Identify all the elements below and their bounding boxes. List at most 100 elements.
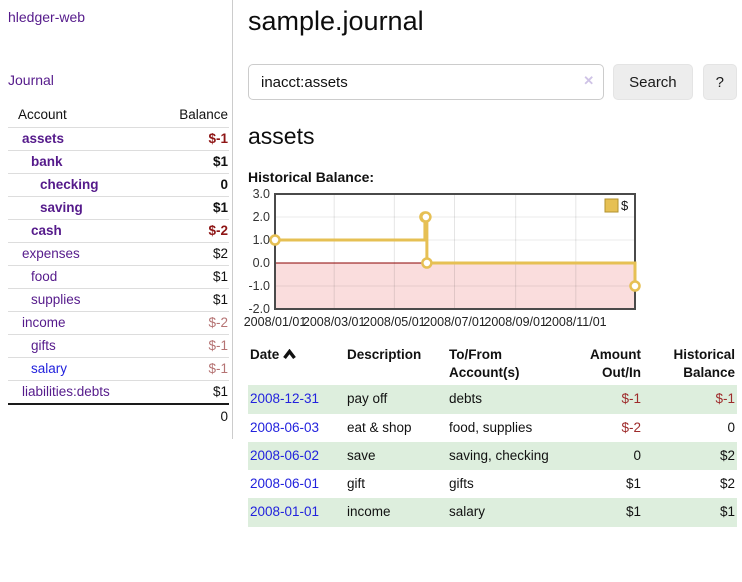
- sidebar-account-link[interactable]: assets: [22, 131, 65, 146]
- register-table: Date Description To/From Account(s) Amou…: [248, 343, 737, 527]
- sidebar-account-row: saving $1: [8, 196, 229, 220]
- transaction-date-link[interactable]: 2008-01-01: [250, 504, 320, 520]
- transaction-amount: $-1: [621, 391, 641, 407]
- sidebar-col-account: Account: [18, 107, 67, 122]
- transaction-description: eat & shop: [347, 419, 412, 435]
- sidebar-account-link[interactable]: food: [31, 269, 58, 284]
- chart-y-tick-label: -1.0: [248, 279, 270, 293]
- sidebar-account-link[interactable]: gifts: [31, 338, 56, 353]
- transaction-balance: $-1: [715, 391, 735, 407]
- sidebar-account-balance: $1: [212, 292, 228, 307]
- transaction-balance: $2: [719, 447, 735, 463]
- transaction-amount: 0: [633, 447, 641, 463]
- transaction-date-link[interactable]: 2008-06-02: [250, 447, 320, 463]
- sidebar-account-row: bank $1: [8, 150, 229, 174]
- search-form: ✕ Search ?: [248, 64, 737, 100]
- register-col-date[interactable]: Date: [248, 343, 345, 385]
- transaction-accounts: saving, checking: [449, 447, 549, 463]
- chart-x-tick-label: 2008/03/01: [303, 315, 366, 329]
- sidebar-col-balance: Balance: [179, 107, 228, 122]
- chart-negative-region: [275, 263, 635, 309]
- page-title: sample.journal: [248, 6, 424, 36]
- sidebar-account-row: cash $-2: [8, 219, 229, 243]
- chart-y-tick-label: -2.0: [248, 302, 270, 316]
- register-row: 2008-06-01 gift gifts $1 $2: [248, 470, 737, 498]
- sidebar-account-balance: $1: [212, 269, 228, 284]
- sidebar-account-balance: $-2: [208, 315, 228, 330]
- search-button[interactable]: Search: [613, 64, 693, 100]
- chart-y-tick-label: 0.0: [253, 256, 270, 270]
- sidebar-account-row: liabilities:debts $1: [8, 380, 229, 405]
- sidebar-account-balance: $-2: [208, 223, 228, 238]
- transaction-accounts: gifts: [449, 476, 474, 492]
- sidebar-account-row: assets $-1: [8, 127, 229, 151]
- register-col-balance: Historical Balance: [673, 347, 735, 381]
- chart-data-point: [629, 280, 641, 292]
- sidebar-account-link[interactable]: cash: [31, 223, 62, 238]
- sidebar-account-balance: $-1: [208, 131, 228, 146]
- chart-data-point: [421, 257, 433, 269]
- legend-label: $: [621, 198, 629, 213]
- sidebar-account-link[interactable]: checking: [40, 177, 99, 192]
- sidebar-account-balance: 0: [220, 177, 228, 192]
- legend-swatch: [604, 198, 619, 213]
- sidebar-account-link[interactable]: liabilities:debts: [22, 384, 110, 399]
- sidebar-account-row: checking 0: [8, 173, 229, 197]
- sidebar-account-balance: $-1: [208, 361, 228, 376]
- search-box: ✕: [248, 64, 605, 100]
- sidebar-total-balance: 0: [220, 409, 228, 424]
- sidebar-account-row: salary $-1: [8, 357, 229, 381]
- sidebar-account-row: gifts $-1: [8, 334, 229, 358]
- transaction-date-link[interactable]: 2008-06-01: [250, 476, 320, 492]
- sidebar-account-link[interactable]: salary: [31, 361, 68, 376]
- sidebar-account-row: food $1: [8, 265, 229, 289]
- chart-section-label: Historical Balance:: [248, 169, 375, 185]
- chart-x-tick-label: 2008/07/01: [423, 315, 486, 329]
- transaction-description: gift: [347, 476, 366, 492]
- chart-x-tick-label: 2008/11/01: [545, 315, 607, 329]
- sidebar-account-link[interactable]: saving: [40, 200, 83, 215]
- chart-x-tick-label: 2008/01/01: [244, 315, 307, 329]
- sidebar-account-link[interactable]: income: [22, 315, 66, 330]
- sidebar-account-rows: assets $-1 bank $1 checking 0 saving $1 cash $-2 e…: [8, 127, 229, 429]
- sidebar-account-link[interactable]: bank: [31, 154, 63, 169]
- chart-x-tick-label: 2008/09/01: [484, 315, 547, 329]
- chart-y-tick-label: 2.0: [253, 210, 270, 224]
- sidebar-account-row: supplies $1: [8, 288, 229, 312]
- chart-data-point: [420, 211, 432, 223]
- transaction-balance: 0: [727, 419, 735, 435]
- sidebar-header-row: Account Balance: [8, 103, 229, 128]
- sidebar: hledger-web Journal Account Balance asse…: [0, 0, 233, 439]
- sidebar-account-balance: $1: [212, 154, 228, 169]
- app-brand-link[interactable]: hledger-web: [8, 9, 86, 25]
- clear-search-icon[interactable]: ✕: [583, 73, 595, 88]
- sidebar-account-link[interactable]: supplies: [31, 292, 81, 307]
- help-button[interactable]: ?: [702, 64, 737, 100]
- sort-ascending-icon: [283, 349, 297, 360]
- search-input[interactable]: [248, 64, 605, 100]
- register-row: 2008-06-03 eat & shop food, supplies $-2 0: [248, 414, 737, 442]
- register-rows: 2008-12-31 pay off debts $-1 $-1 2008-06-03 ea…: [248, 385, 737, 527]
- transaction-description: income: [347, 504, 391, 520]
- sidebar-account-balance: $1: [212, 384, 228, 399]
- transaction-description: pay off: [347, 391, 388, 407]
- transaction-amount: $1: [625, 504, 641, 520]
- historical-balance-chart: $3.0 2.0 1.0 0.0 -1.0 -2.02008/01/012008/03/0…: [244, 187, 641, 329]
- sidebar-account-table: Account Balance assets $-1 bank $1 checking 0…: [8, 103, 229, 428]
- transaction-date-link[interactable]: 2008-12-31: [250, 391, 320, 407]
- sidebar-account-balance: $2: [212, 246, 228, 261]
- chart-border: [274, 193, 636, 310]
- transaction-amount: $1: [625, 476, 641, 492]
- transaction-date-link[interactable]: 2008-06-03: [250, 419, 320, 435]
- account-title: assets: [248, 123, 315, 149]
- transaction-balance: $2: [719, 476, 735, 492]
- sidebar-account-link[interactable]: expenses: [22, 246, 80, 261]
- register-col-description: Description: [347, 347, 422, 362]
- transaction-accounts: food, supplies: [449, 419, 533, 435]
- register-col-accounts: To/From Account(s): [449, 347, 520, 381]
- transaction-description: save: [347, 447, 376, 463]
- sidebar-account-row: expenses $2: [8, 242, 229, 266]
- nav-journal-link[interactable]: Journal: [8, 72, 54, 88]
- sidebar-account-balance: $-1: [208, 338, 228, 353]
- register-header-row: Date Description To/From Account(s) Amou…: [248, 343, 737, 385]
